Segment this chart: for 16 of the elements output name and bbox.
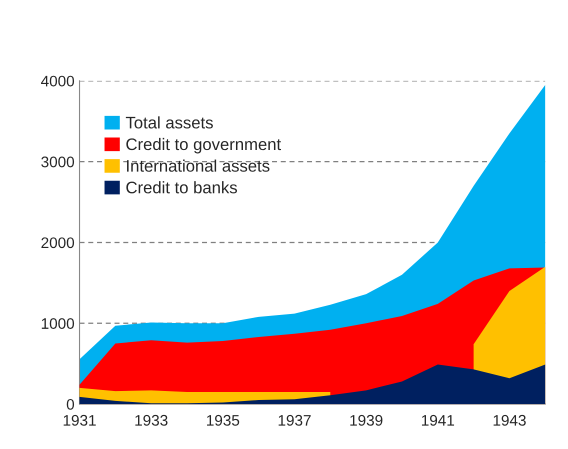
y-tick-label: 4000 <box>41 76 74 87</box>
y-tick-label: 1000 <box>42 318 74 329</box>
y-tick-label: 2000 <box>41 237 74 248</box>
x-tick-label: 1941 <box>422 414 454 426</box>
y-tick-label: 0 <box>66 398 74 410</box>
legend-label: International assets <box>127 160 270 172</box>
legend-label: Credit to government <box>126 138 282 154</box>
x-tick-label: 1943 <box>494 414 526 426</box>
x-tick-label: 1939 <box>350 414 382 426</box>
legend-label: Total assets <box>126 116 213 129</box>
y-tick-label: 3000 <box>41 156 74 168</box>
x-tick-label: 1937 <box>278 414 311 426</box>
x-tick-label: 1935 <box>207 414 240 426</box>
x-tick-label: 1933 <box>135 414 168 426</box>
x-tick-label: 1931 <box>64 414 96 426</box>
legend-label: Credit to banks <box>126 181 237 194</box>
